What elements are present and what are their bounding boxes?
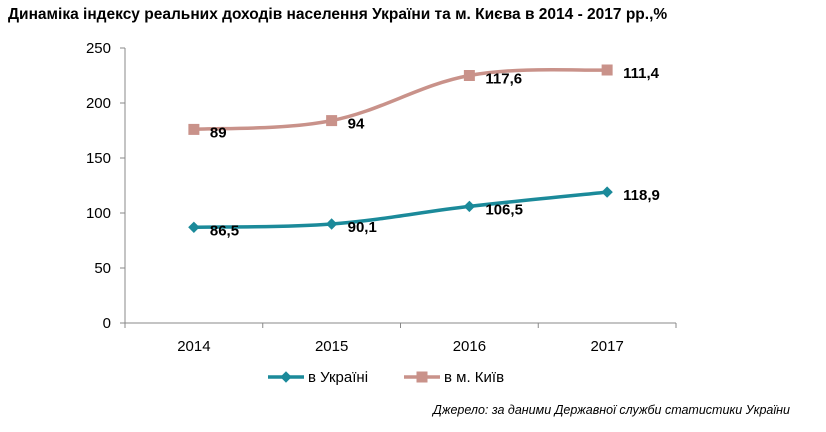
data-label-kyiv: 111,4: [623, 65, 660, 82]
data-label-kyiv: 94: [348, 116, 365, 133]
data-point-kyiv: [463, 70, 475, 81]
data-label-ukraine: 90,1: [348, 219, 377, 236]
data-point-kyiv: [188, 123, 200, 135]
x-tick-label: 2016: [453, 338, 486, 355]
x-tick-label: 2014: [177, 338, 210, 355]
data-label-kyiv: 117,6: [485, 71, 522, 88]
data-point-kyiv: [601, 64, 613, 76]
series-layer: [188, 64, 613, 234]
y-tick-label: 0: [103, 315, 111, 332]
data-point-ukraine: [463, 200, 476, 213]
legend-marker-ukraine: [280, 371, 292, 383]
data-labels-layer: 86,5 90,1 106,5 118,9 89 94 117,6 111,4: [210, 65, 660, 239]
y-tick-label: 200: [86, 95, 111, 112]
data-point-ukraine: [601, 186, 613, 198]
series-line-ukraine: [193, 190, 608, 230]
legend-label-kyiv: в м. Київ: [444, 369, 504, 386]
source-note: Джерело: за даними Державної служби стат…: [433, 403, 790, 417]
chart-axes: 0 50 100 150 200 250 2014 2015 2016 2017: [86, 40, 677, 355]
data-label-ukraine: 86,5: [210, 222, 239, 239]
data-label-ukraine: 118,9: [623, 187, 660, 204]
x-tick-label: 2017: [590, 338, 623, 355]
chart-title: Динаміка індексу реальних доходів населе…: [8, 6, 668, 23]
x-tick-label: 2015: [315, 338, 348, 355]
y-tick-label: 50: [94, 260, 111, 277]
legend: в Україні в м. Київ: [268, 369, 504, 386]
y-tick-label: 150: [86, 150, 111, 167]
data-point-kyiv: [326, 115, 338, 127]
legend-marker-kyiv: [416, 371, 428, 383]
legend-label-ukraine: в Україні: [308, 369, 368, 386]
data-point-ukraine: [188, 221, 200, 234]
y-tick-label: 100: [86, 205, 111, 222]
y-tick-label: 250: [86, 40, 111, 57]
data-label-ukraine: 106,5: [485, 201, 523, 218]
data-point-ukraine: [325, 218, 338, 230]
data-label-kyiv: 89: [210, 124, 227, 141]
series-line-kyiv: [193, 67, 608, 132]
